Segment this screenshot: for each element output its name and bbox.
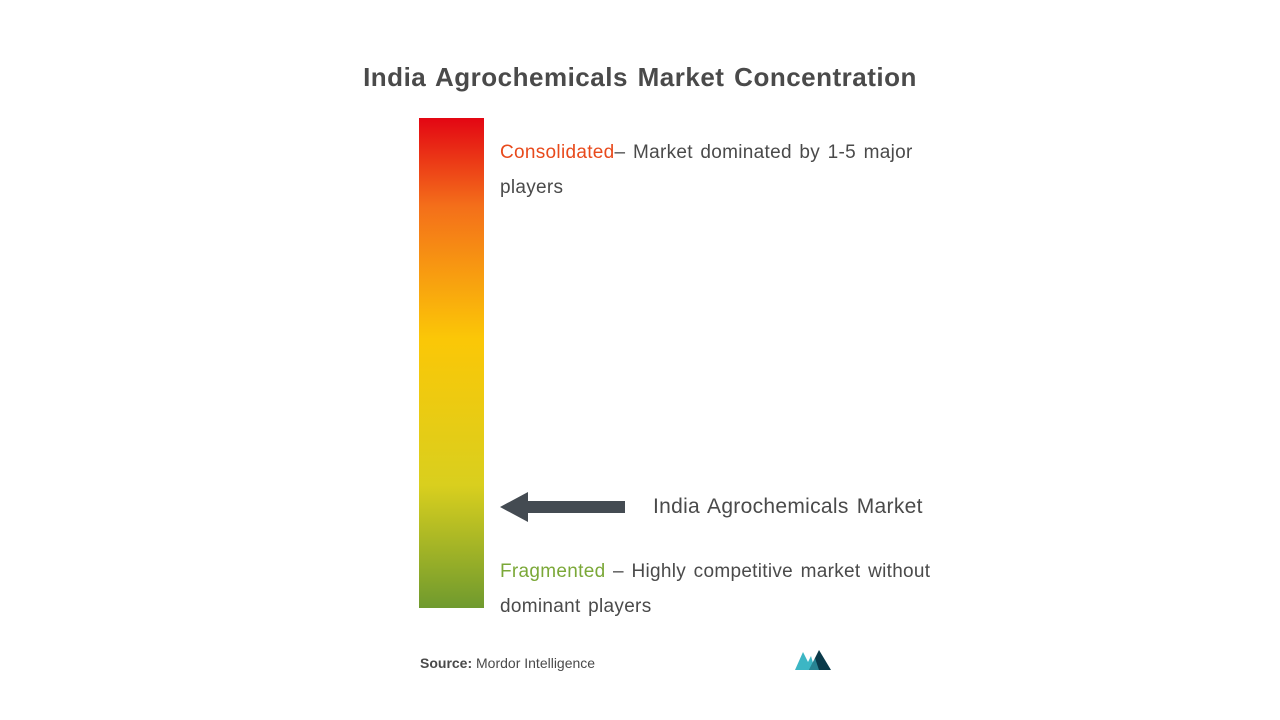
source-name: Mordor Intelligence [476,655,595,671]
arrow-left-icon [500,492,625,522]
concentration-scale-bar [419,118,484,608]
market-position-label: India Agrochemicals Market [653,495,923,519]
mordor-logo-icon [793,648,833,673]
market-position-marker: India Agrochemicals Market [500,492,923,522]
consolidated-label: Consolidated– Market dominated by 1-5 ma… [500,135,950,205]
page-title: India Agrochemicals Market Concentration [0,0,1280,93]
fragmented-highlight: Fragmented [500,561,605,582]
consolidated-highlight: Consolidated [500,142,615,163]
source-prefix: Source: [420,655,472,671]
source-attribution: Source: Mordor Intelligence [420,655,595,671]
fragmented-label: Fragmented – Highly competitive market w… [500,554,970,624]
